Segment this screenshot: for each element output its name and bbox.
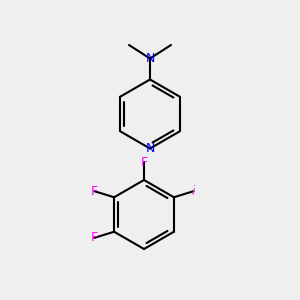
Text: i: i — [192, 185, 195, 198]
Text: F: F — [91, 231, 98, 244]
Text: N: N — [145, 52, 155, 65]
Text: N: N — [145, 142, 155, 155]
Text: F: F — [140, 155, 148, 169]
Text: F: F — [91, 185, 98, 198]
